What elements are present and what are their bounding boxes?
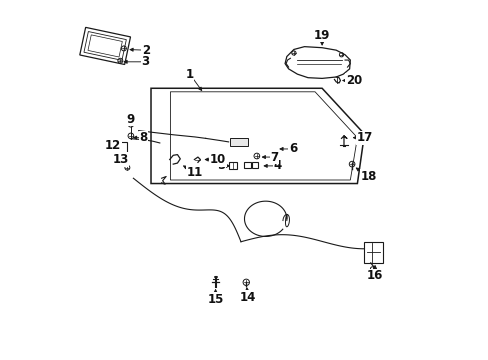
Text: 10: 10 [209, 153, 226, 166]
Text: 13: 13 [112, 153, 128, 166]
Text: 12: 12 [105, 139, 121, 152]
Text: 18: 18 [360, 170, 376, 183]
Polygon shape [229, 138, 247, 146]
Text: 9: 9 [126, 113, 135, 126]
Text: 16: 16 [366, 270, 383, 283]
Polygon shape [285, 47, 349, 78]
Text: 20: 20 [345, 74, 361, 87]
Text: 7: 7 [270, 150, 278, 163]
Text: 15: 15 [207, 293, 224, 306]
Text: 6: 6 [288, 143, 297, 156]
Text: 3: 3 [142, 55, 149, 68]
Text: 8: 8 [139, 131, 147, 144]
Text: 4: 4 [273, 159, 281, 172]
Text: 1: 1 [185, 68, 193, 81]
Text: 2: 2 [142, 44, 149, 57]
Text: 5: 5 [217, 159, 225, 172]
Text: 14: 14 [239, 291, 256, 303]
Polygon shape [151, 88, 364, 184]
Text: 11: 11 [186, 166, 203, 179]
Text: 17: 17 [356, 131, 372, 144]
Text: 19: 19 [313, 29, 329, 42]
